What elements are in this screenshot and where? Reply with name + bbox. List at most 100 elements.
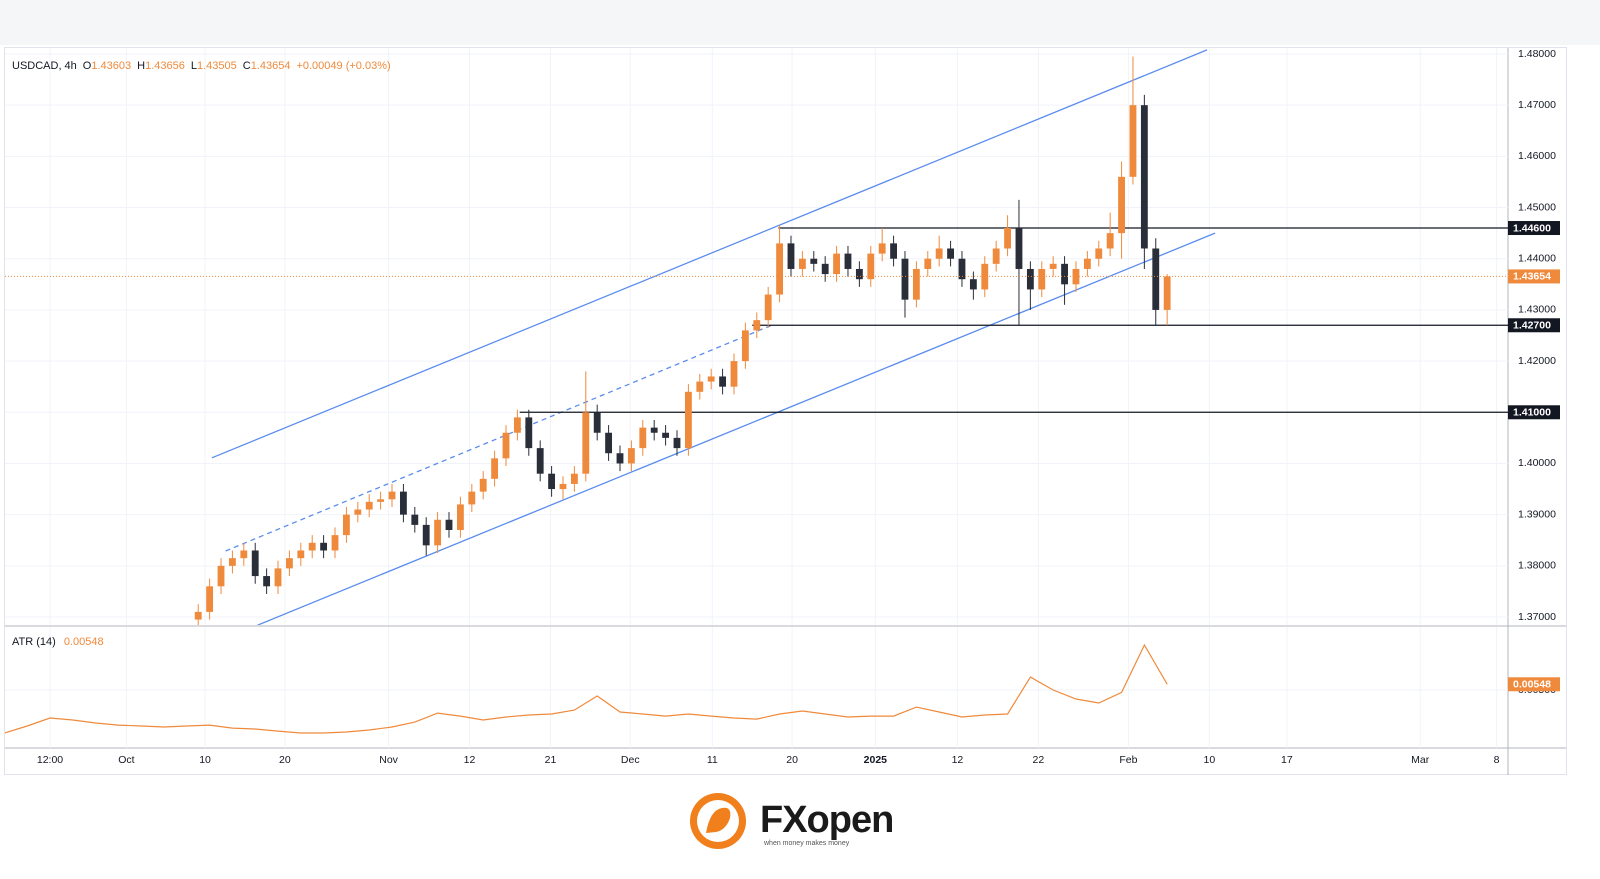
candle-body [639, 427, 647, 449]
ohlc-value: 1.43603 [91, 60, 131, 72]
candle-body [764, 294, 772, 321]
candle-body [251, 550, 259, 577]
candle-body [890, 243, 897, 259]
tagline: when money makes money [763, 840, 850, 847]
candle-body [536, 448, 544, 474]
candle-body [354, 509, 362, 515]
candle-body [593, 412, 601, 433]
candle-body [753, 320, 761, 331]
last-price-label: 1.43654 [1513, 271, 1551, 283]
candle-body [1118, 176, 1125, 234]
candle-body [1061, 263, 1068, 285]
candle-body [684, 391, 692, 449]
candle-body [833, 253, 840, 275]
x-tick-label: 17 [1281, 754, 1293, 766]
x-tick-label: 21 [545, 754, 557, 766]
candle-body [605, 432, 613, 454]
candle-body [992, 248, 1000, 264]
candle-body [707, 376, 715, 382]
candle-body [445, 519, 453, 531]
y-tick-label: 1.45000 [1518, 201, 1556, 213]
atr-legend: ATR (14) 0.00548 [12, 636, 104, 648]
candle-body [582, 412, 590, 474]
x-tick-label: 12 [952, 754, 964, 766]
y-tick-label: 1.48000 [1518, 48, 1556, 60]
level-box [1508, 221, 1560, 236]
x-tick-label: 11 [707, 754, 718, 766]
chart-frame [4, 47, 1567, 775]
x-tick-label: 12 [464, 754, 476, 766]
ohlc-key: H [137, 60, 145, 72]
candle-body [1015, 228, 1023, 269]
y-tick-label: 1.46000 [1518, 150, 1556, 162]
atr-value-box [1508, 677, 1560, 692]
candle-body [935, 248, 943, 259]
y-tick-label: 1.40000 [1518, 457, 1556, 469]
candle-body [673, 437, 681, 449]
candle-body [491, 458, 499, 479]
candle-body [342, 514, 350, 536]
y-tick-label: 1.42000 [1518, 355, 1556, 367]
brand: FXopen [760, 799, 893, 841]
candle-body [821, 263, 829, 275]
candle-body [1004, 228, 1011, 249]
candle-body [730, 361, 738, 387]
atr-title: ATR (14) [12, 636, 56, 648]
atr-line [5, 643, 1168, 734]
change: +0.00049 (+0.03%) [296, 60, 390, 72]
candle-body [1152, 248, 1160, 310]
candle-body [1038, 268, 1046, 290]
candle-body [559, 483, 567, 490]
level-label: 1.44600 [1513, 222, 1551, 234]
y-tick-label: 1.39000 [1518, 508, 1556, 520]
candle-body [798, 258, 806, 269]
candle-body [662, 432, 670, 438]
last-price-box [1508, 269, 1560, 284]
candle-body [411, 514, 419, 525]
candle-body [308, 542, 316, 551]
atr-pane [5, 643, 1168, 734]
candle-body [1072, 268, 1080, 285]
x-tick-label: 10 [1203, 754, 1215, 766]
chart-header: USDCAD, 4h O1.43603 H1.43656 L1.43505 C1.436… [12, 60, 391, 72]
atr-value-label: 0.00548 [1513, 679, 1551, 691]
candle-body [479, 478, 487, 492]
candle-body [810, 258, 818, 264]
x-tick-label: Dec [621, 754, 640, 766]
candle-body [958, 258, 966, 280]
price-pane [5, 49, 1508, 625]
logo: FXopen when money makes money [690, 793, 894, 849]
top-band [0, 0, 1600, 45]
level-label: 1.41000 [1513, 407, 1551, 419]
logo-bull [706, 807, 731, 833]
candle-body [194, 611, 202, 620]
x-tick-label: 2025 [864, 754, 888, 766]
y-tick-label: 1.38000 [1518, 560, 1556, 572]
candle-body [719, 376, 727, 387]
y-tick-label: 1.44000 [1518, 253, 1556, 265]
candle-body [365, 501, 373, 510]
candle-body [422, 524, 430, 546]
candle-body [228, 558, 236, 566]
candle-body [399, 491, 407, 515]
candle-body [1129, 105, 1137, 177]
candle-body [513, 417, 521, 433]
x-tick-label: 12:00 [37, 754, 63, 766]
candle-body [377, 499, 385, 502]
ohlc-value: 1.43505 [197, 60, 237, 72]
axes: 1.37000 1.38000 1.39000 1.40000 1.41000 1.420… [37, 48, 1560, 766]
candle-body [206, 586, 214, 612]
candle-body [1049, 263, 1057, 269]
candle-body [297, 550, 305, 559]
candle-body [274, 568, 282, 587]
candle-body [525, 417, 533, 449]
candle-body [901, 258, 909, 300]
candle-body [1140, 105, 1148, 249]
ohlc-key: L [191, 60, 197, 72]
candle-body [320, 542, 328, 551]
atr-value: 0.00548 [64, 636, 104, 648]
candle-body [776, 243, 784, 295]
trend-line [211, 49, 1208, 459]
